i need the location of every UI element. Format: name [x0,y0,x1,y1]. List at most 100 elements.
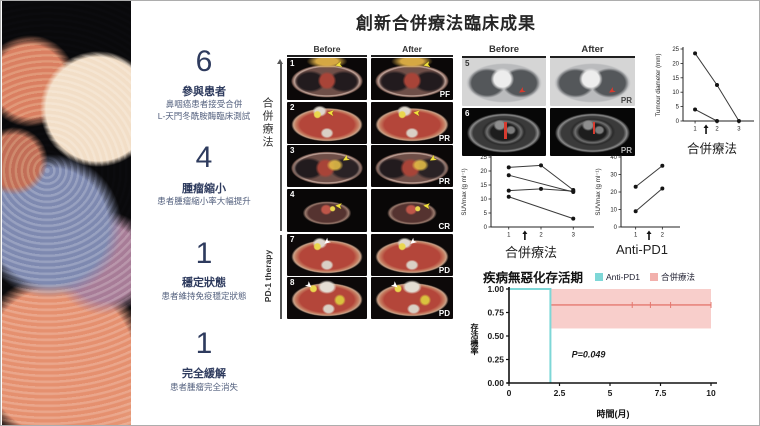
page-title: 創新合併療法臨床成果 [356,14,536,33]
scan-number: 4 [290,190,295,199]
stat-shrink-desc: 患者腫瘤縮小率大幅提升 [157,196,251,206]
ct-scan-6-after: PR [550,108,635,156]
coral-microscopy-image [2,1,131,425]
survival-title: 疾病無惡化存活期 [483,271,584,285]
measurement-line [592,122,595,134]
scan-number: 6 [465,109,470,118]
group-pd1-label: PD-1 therapy [263,249,273,303]
stat-shrink-value: 4 [195,141,213,174]
tumour-diameter-chart: 0 5 10 15 20 25 1 2 3 Tumour diameter (mm) [653,43,759,139]
svg-text:1.00: 1.00 [487,284,504,294]
lesion-arrow-icon: ➤ [334,200,343,212]
lesion-arrow-icon: ➤ [334,59,344,71]
svg-text:3: 3 [737,127,741,133]
svg-text:25: 25 [480,155,487,161]
lesion-arrow-icon: ➤ [326,107,335,119]
pet-scan-8-before: 8 ➤ [287,277,367,319]
response-label: PR [438,177,450,186]
svg-text:40: 40 [610,155,617,161]
ct-scan-5-before: 5 ➤ [462,58,546,106]
survival-xlabel: 時間(月) [596,409,630,419]
svg-text:0.75: 0.75 [487,308,504,318]
stat-patients-label: 參與患者 [182,86,226,98]
measurement-line [504,122,507,139]
suv2-caption: Anti-PD1 [615,242,669,257]
survival-chart: 疾病無惡化存活期 Anti-PD1 合併療法 存活機率 1.00 0.75 0.50… [467,265,759,423]
ct-header-before: Before [488,44,520,55]
legend-combo: 合併療法 [650,271,695,283]
response-label: PF [439,90,450,99]
stat-cr-label: 完全緩解 [182,368,226,380]
legend-swatch-cyan [595,273,603,281]
stat-patients-desc: 鼻咽癌患者接受合併 L-天門冬酰胺酶臨床測試 [157,99,251,122]
stat-shrink-label: 腫瘤縮小 [182,183,226,195]
response-label: CR [438,222,450,231]
pet-scan-7-before: 7 ➤ [287,234,367,276]
svg-text:7.5: 7.5 [655,388,667,398]
pet-header-after: After [402,44,422,54]
response-label: PD [438,309,450,318]
lesion-arrow-icon: ➤ [422,200,431,212]
lesion-arrow-icon: ➤ [340,152,352,166]
before-underline [287,55,367,57]
scan-number: 3 [290,146,295,155]
svg-text:20: 20 [480,169,487,175]
ct-before-underline [462,56,546,58]
svg-text:2: 2 [661,233,665,239]
svg-text:0: 0 [676,119,680,125]
suvmax-combo-chart: 0 5 10 15 20 25 1 2 3 SUVmax (g ml⁻¹) [459,152,601,244]
pet-scan-8-after: ➤ PD [371,277,453,319]
lesion-arrow-icon: ➤ [516,84,528,98]
svg-text:15: 15 [672,76,679,82]
response-label: PR [620,146,632,155]
svg-text:1: 1 [693,127,697,133]
svg-text:5: 5 [484,211,488,217]
pet-scan-7-after: ➤ PD [371,234,453,276]
svg-text:25: 25 [672,47,679,53]
pet-scan-1-after: ➤ PF [371,58,453,100]
legend-label: Anti-PD1 [606,272,641,282]
lesion-arrow-icon: ➤ [388,278,402,292]
svg-text:2: 2 [539,233,543,239]
lesion-arrow-icon: ➤ [412,107,421,119]
stat-cr-desc: 患者腫瘤完全消失 [169,382,238,392]
svg-text:0: 0 [484,225,488,231]
svg-text:1: 1 [634,233,638,239]
svg-text:0: 0 [614,225,618,231]
legend-anti-pd1: Anti-PD1 [595,272,640,282]
pet-header-before: Before [313,44,341,54]
group-combo-label: 合併療法 [261,97,273,149]
suv1-caption: 合併療法 [504,245,557,260]
survival-plot: 1.00 0.75 0.50 0.25 0.00 0 2.5 5 7.5 10 P=0.049 [467,283,759,407]
svg-text:SUVmax (g ml⁻¹): SUVmax (g ml⁻¹) [595,168,602,215]
svg-text:0: 0 [507,388,512,398]
pet-scan-2-after: ➤ PR [371,102,453,144]
stat-cr-value: 1 [195,327,213,360]
svg-text:P=0.049: P=0.049 [572,350,606,360]
svg-text:5: 5 [608,388,613,398]
scan-number: 7 [290,235,295,244]
stat-stable-label: 穩定狀態 [182,277,226,289]
suvmax-antipd1-chart: 0 10 20 30 40 1 2 SUVmax (g ml⁻¹) [593,152,693,244]
stat-stable-desc: 患者維持免疫穩定狀態 [161,291,247,301]
lesion-arrow-icon: ➤ [406,235,420,249]
stat-patients-value: 6 [195,45,213,78]
svg-text:Tumour diameter (mm): Tumour diameter (mm) [655,53,662,116]
ct-after-underline [550,56,635,58]
svg-text:1: 1 [507,233,511,239]
legend-label: 合併療法 [661,272,696,282]
response-label: PD [438,266,450,275]
pet-scan-2-before: 2 ➤ [287,102,367,144]
survival-ylabel: 存活機率 [470,323,479,355]
response-label: PR [620,96,632,105]
svg-text:30: 30 [610,173,617,179]
ct-scan-5-after: ➤ PR [550,58,635,106]
svg-text:10: 10 [706,388,716,398]
scan-number: 1 [290,59,295,68]
pet-scan-3-after: ➤ PR [371,145,453,187]
pet-scan-4-after: ➤ CR [371,189,453,232]
ct-scan-6-before: 6 [462,108,546,156]
svg-text:0.50: 0.50 [487,331,504,341]
group-pd1-bracket [280,235,282,319]
